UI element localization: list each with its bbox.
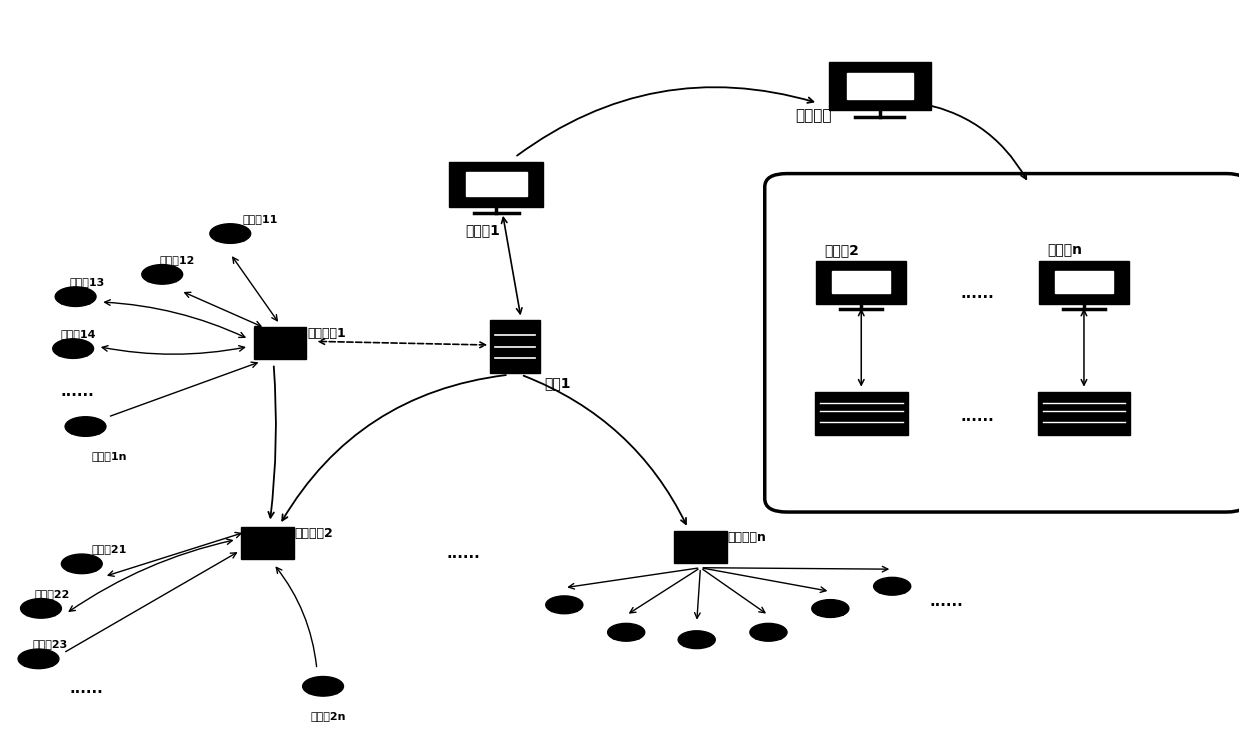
Ellipse shape [303,676,343,696]
Text: 路由节点2: 路由节点2 [295,527,334,540]
FancyBboxPatch shape [815,392,908,435]
Text: 传感器21: 传感器21 [92,544,126,554]
Ellipse shape [608,624,645,641]
Ellipse shape [62,554,102,574]
Text: ......: ...... [446,546,481,561]
Ellipse shape [141,264,182,284]
Ellipse shape [678,631,715,649]
Ellipse shape [812,600,849,618]
Ellipse shape [21,598,62,618]
Text: 传感器13: 传感器13 [69,277,104,287]
FancyBboxPatch shape [466,172,527,196]
Ellipse shape [874,577,910,595]
Ellipse shape [56,287,95,306]
Text: ......: ...... [960,409,994,424]
FancyBboxPatch shape [1039,261,1128,303]
Text: 传感器11: 传感器11 [243,214,278,223]
FancyBboxPatch shape [1055,270,1112,294]
FancyBboxPatch shape [847,72,913,99]
Ellipse shape [66,416,105,437]
FancyBboxPatch shape [1038,392,1131,435]
Text: 调度中心: 调度中心 [796,108,832,123]
Ellipse shape [750,624,787,641]
Text: 监控站2: 监控站2 [825,243,859,257]
Ellipse shape [210,224,250,244]
FancyBboxPatch shape [765,174,1240,512]
Text: 传感器1n: 传感器1n [92,451,128,461]
Ellipse shape [546,596,583,614]
Text: ......: ...... [960,286,994,301]
Text: 传感器14: 传感器14 [61,329,97,339]
FancyBboxPatch shape [490,320,539,373]
Text: ......: ...... [69,681,103,696]
Text: 传感器12: 传感器12 [160,255,195,264]
Text: ......: ...... [929,595,963,609]
Text: 监控站1: 监控站1 [465,223,500,237]
FancyBboxPatch shape [828,62,931,110]
Text: 传感器22: 传感器22 [35,589,71,599]
Text: 传感器2n: 传感器2n [311,711,346,721]
Text: 路由节点1: 路由节点1 [308,327,346,340]
Text: 网关1: 网关1 [544,376,572,390]
Ellipse shape [19,649,60,669]
Text: 监控站n: 监控站n [1047,243,1081,257]
FancyBboxPatch shape [816,261,906,303]
FancyBboxPatch shape [449,162,543,207]
Text: 路由节点n: 路由节点n [728,531,766,544]
Ellipse shape [53,339,93,358]
Text: ......: ...... [61,384,94,399]
Text: 传感器23: 传感器23 [32,639,67,649]
FancyBboxPatch shape [832,270,890,294]
